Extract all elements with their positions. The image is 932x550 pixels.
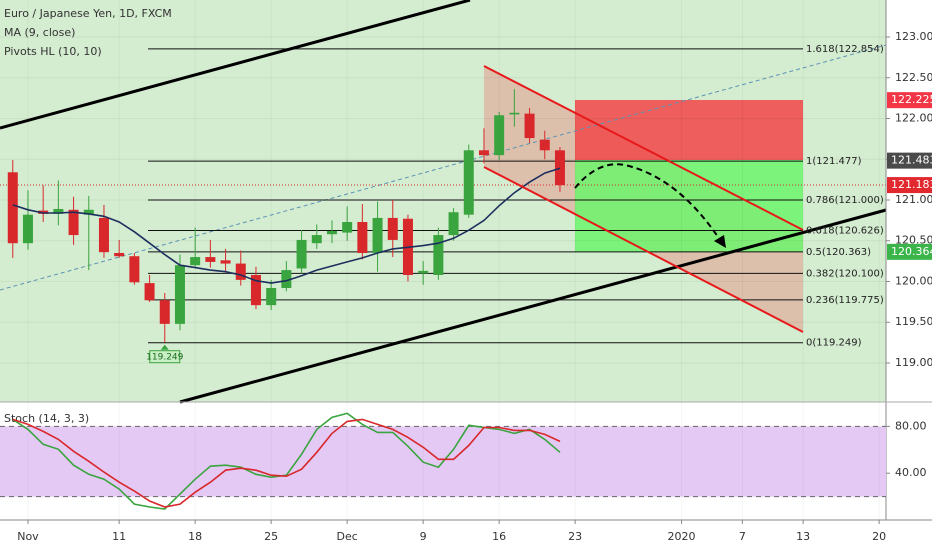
candle-body: [372, 217, 383, 253]
price-tag-label: 122.225: [891, 93, 932, 106]
fib-label: 0.382(120.100): [806, 268, 884, 279]
price-tag-label: 121.483: [891, 154, 932, 167]
x-tick-label: 2020: [668, 530, 696, 543]
candle-body: [7, 172, 18, 244]
y-tick-label: 119.000: [895, 356, 932, 369]
candle-body: [342, 222, 353, 233]
channel-bottom-line: [179, 208, 887, 404]
pivot-tick: [160, 344, 169, 350]
pivot-box: [149, 350, 181, 364]
projection-arrow: [574, 163, 723, 244]
fib-label: 0.786(121.000): [806, 195, 884, 206]
y-tick-label: 119.500: [895, 315, 932, 328]
price-tag-label: 121.183: [891, 178, 932, 191]
candle-body: [478, 150, 489, 156]
pivots-legend: Pivots HL (10, 10): [4, 45, 102, 58]
candle-body: [205, 257, 216, 262]
fib-label: 0(119.249): [806, 338, 862, 349]
candle-body: [281, 270, 292, 289]
stop-zone: [575, 100, 803, 160]
y-tick-label: 120.500: [895, 234, 932, 247]
y-tick-label: 120.000: [895, 274, 932, 287]
candle-body: [266, 288, 277, 306]
x-tick-label: 25: [264, 530, 278, 543]
candle-body: [83, 209, 94, 215]
y-tick-label: 121.000: [895, 193, 932, 206]
candle-body: [509, 112, 520, 115]
candle-body: [68, 209, 79, 236]
ma-legend: MA (9, close): [4, 26, 75, 39]
price-tag: [887, 152, 932, 169]
fib-label: 0.5(120.363): [806, 247, 871, 258]
arrow-head: [714, 235, 726, 248]
fib-label: 1(121.477): [806, 156, 862, 167]
x-tick-label: Dec: [337, 530, 358, 543]
candle-body: [524, 113, 535, 139]
candle-body: [98, 217, 109, 253]
stoch-line: [12, 418, 561, 508]
candle-body: [296, 239, 307, 269]
candle-body: [53, 208, 64, 214]
fib-label: 0.236(119.775): [806, 295, 884, 306]
x-tick-label: 7: [739, 530, 746, 543]
x-tick-label: 13: [796, 530, 810, 543]
candle-body: [250, 274, 261, 306]
x-tick-label: 9: [420, 530, 427, 543]
y-tick-label: 122.000: [895, 112, 932, 125]
price-axis-bg: [886, 0, 932, 550]
y-tick-label: 123.000: [895, 30, 932, 43]
candle-body: [235, 263, 246, 280]
descending-top-line: [483, 65, 804, 231]
fib-label: 0.618(120.626): [806, 225, 884, 236]
candle-body: [387, 217, 398, 240]
candle-body: [433, 235, 444, 275]
candle-body: [114, 252, 125, 257]
candle-body: [129, 256, 140, 283]
y-tick-label: 122.500: [895, 71, 932, 84]
ma-line: [12, 167, 561, 284]
x-tick-label: Nov: [17, 530, 39, 543]
price-tag: [887, 92, 932, 109]
x-tick-label: 23: [568, 530, 582, 543]
x-tick-label: 18: [188, 530, 202, 543]
y-tick-label: 80.00: [895, 419, 927, 432]
candle-body: [190, 257, 201, 266]
candle-body: [22, 214, 33, 244]
candle-body: [220, 260, 231, 264]
price-tag: [887, 243, 932, 260]
x-tick-label: 20: [872, 530, 886, 543]
y-tick-label: 40.00: [895, 466, 927, 479]
candle-body: [311, 235, 322, 244]
x-tick-label: 16: [492, 530, 506, 543]
candle-body: [357, 222, 368, 253]
candle-body: [159, 300, 170, 324]
candle-body: [174, 265, 185, 324]
candle-body: [448, 212, 459, 236]
trend-dashed-line: [0, 44, 887, 291]
price-tag-label: 120.364: [891, 245, 932, 258]
price-tag: [887, 177, 932, 194]
candle-body: [144, 283, 155, 301]
stoch-line: [12, 412, 561, 510]
fib-label: 1.618(122.854): [806, 44, 884, 55]
candle-body: [418, 270, 429, 274]
channel-top-line: [0, 0, 471, 130]
target-zone: [575, 160, 803, 252]
price-layer: [0, 36, 886, 364]
candle-body: [539, 139, 550, 151]
symbol-title: Euro / Japanese Yen, 1D, FXCM: [4, 7, 172, 20]
candle-body: [554, 150, 565, 186]
stoch-title: Stoch (14, 3, 3): [4, 412, 89, 425]
pivot-label: 119.249: [146, 353, 183, 363]
candle-body: [326, 230, 337, 235]
x-tick-label: 11: [112, 530, 126, 543]
descending-bottom-line: [483, 166, 804, 333]
candle-body: [463, 150, 474, 215]
candle-body: [494, 115, 505, 156]
